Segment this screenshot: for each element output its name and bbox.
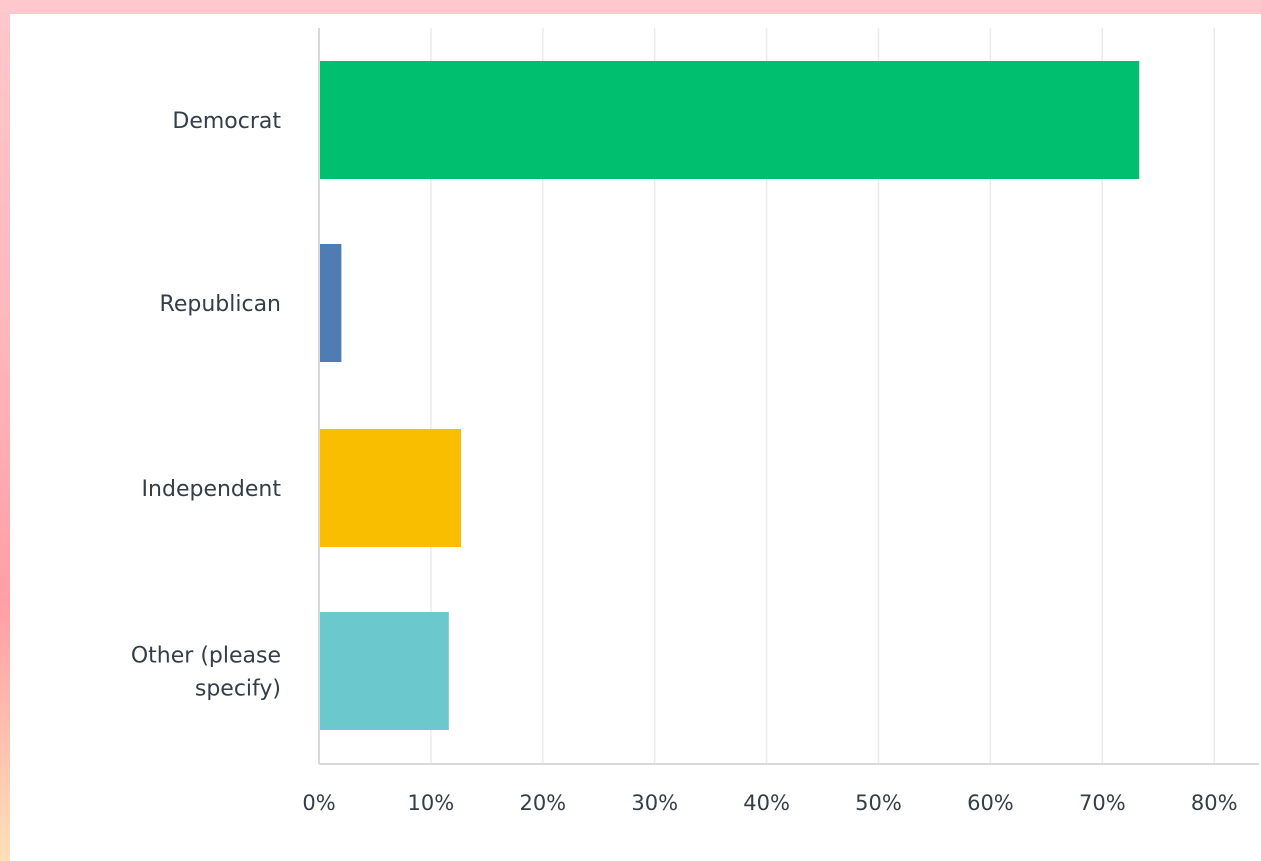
bar-chart: Democrat Republican Independent Other (plea… xyxy=(131,28,1259,815)
bars xyxy=(319,61,1140,730)
x-tick-label-0: 0% xyxy=(302,791,335,815)
bar-independent xyxy=(319,429,462,547)
category-labels: Democrat Republican Independent Other (plea… xyxy=(131,109,282,702)
x-tick-label-10: 10% xyxy=(408,791,455,815)
chart-panel: Democrat Republican Independent Other (plea… xyxy=(10,14,1261,861)
x-tick-label-20: 20% xyxy=(519,791,566,815)
bar-other-please-specify xyxy=(319,612,449,730)
x-tick-label-60: 60% xyxy=(967,791,1014,815)
x-tick-label-70: 70% xyxy=(1079,791,1126,815)
x-tick-label-50: 50% xyxy=(855,791,902,815)
bar-democrat xyxy=(319,61,1140,179)
x-tick-label-30: 30% xyxy=(631,791,678,815)
bar-republican xyxy=(319,244,342,362)
tick-labels: 0% 10% 20% 30% 40% 50% 60% 70% 80% xyxy=(302,791,1237,815)
x-tick-label-40: 40% xyxy=(743,791,790,815)
axes xyxy=(318,28,1259,765)
category-label-2: Independent xyxy=(142,477,282,502)
x-tick-label-80: 80% xyxy=(1191,791,1238,815)
category-label-3: Other (please specify) xyxy=(131,644,281,702)
category-label-0: Democrat xyxy=(172,109,281,134)
category-label-1: Republican xyxy=(160,292,281,317)
